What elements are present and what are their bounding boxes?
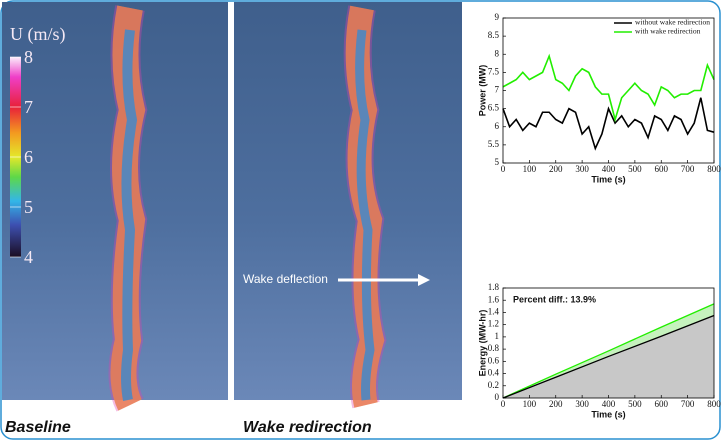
colorbar-label: 7 (24, 97, 33, 117)
y-tick-label: 0.2 (488, 380, 499, 390)
colorbar-label: 5 (24, 197, 33, 217)
y-tick-label: 6 (495, 121, 500, 131)
x-tick-label: 800 (707, 164, 721, 174)
annotation: Wake deflection (243, 272, 328, 286)
y-axis-label: Energy (MW-hr) (477, 310, 487, 377)
x-tick-label: 400 (602, 164, 616, 174)
x-tick-label: 700 (681, 399, 695, 409)
annotation: Percent diff.: 13.9% (513, 294, 596, 304)
y-tick-label: 7 (495, 85, 500, 95)
y-tick-label: 7.5 (488, 66, 500, 76)
y-tick-label: 0.4 (488, 368, 500, 378)
y-tick-label: 0 (495, 392, 500, 402)
x-axis-label: Time (s) (591, 174, 625, 184)
y-tick-label: 9 (495, 12, 500, 22)
x-tick-label: 500 (628, 164, 642, 174)
x-tick-label: 300 (575, 399, 589, 409)
y-tick-label: 1 (495, 331, 500, 341)
caption: Baseline (5, 419, 71, 436)
x-axis-label: Time (s) (591, 409, 625, 419)
x-tick-label: 0 (501, 164, 506, 174)
caption: Wake redirection (243, 419, 372, 436)
y-axis-label: Power (MW) (477, 65, 487, 117)
x-tick-label: 200 (549, 164, 563, 174)
x-tick-label: 0 (501, 399, 506, 409)
colorbar-label: 8 (24, 47, 33, 67)
legend-label: without wake redirection (635, 18, 710, 27)
y-tick-label: 1.8 (488, 282, 500, 292)
colorbar-label: 6 (24, 147, 33, 167)
x-tick-label: 600 (655, 164, 669, 174)
x-tick-label: 400 (602, 399, 616, 409)
y-tick-label: 1.2 (488, 319, 499, 329)
x-tick-label: 500 (628, 399, 642, 409)
y-tick-label: 5.5 (488, 139, 500, 149)
colorbar-title: U (m/s) (10, 24, 66, 45)
y-tick-label: 5 (495, 157, 500, 167)
y-tick-label: 1.4 (488, 307, 500, 317)
x-tick-label: 100 (523, 164, 537, 174)
legend-label: with wake redirection (635, 27, 701, 36)
y-tick-label: 0.8 (488, 343, 500, 353)
wake-core (121, 29, 138, 401)
data-line (502, 53, 715, 123)
data-line (502, 97, 715, 151)
x-tick-label: 300 (575, 164, 589, 174)
y-tick-label: 1.6 (488, 294, 500, 304)
x-tick-label: 700 (681, 164, 695, 174)
wake-core (355, 29, 375, 401)
y-tick-label: 8.5 (488, 30, 500, 40)
x-tick-label: 600 (655, 399, 669, 409)
y-tick-label: 8 (495, 48, 500, 58)
y-tick-label: 6.5 (488, 103, 500, 113)
x-tick-label: 100 (523, 399, 537, 409)
data-line (502, 303, 715, 399)
x-tick-label: 800 (707, 399, 721, 409)
x-tick-label: 200 (549, 399, 563, 409)
data-line (502, 314, 715, 399)
colorbar-label: 4 (24, 247, 33, 267)
y-tick-label: 0.6 (488, 355, 500, 365)
